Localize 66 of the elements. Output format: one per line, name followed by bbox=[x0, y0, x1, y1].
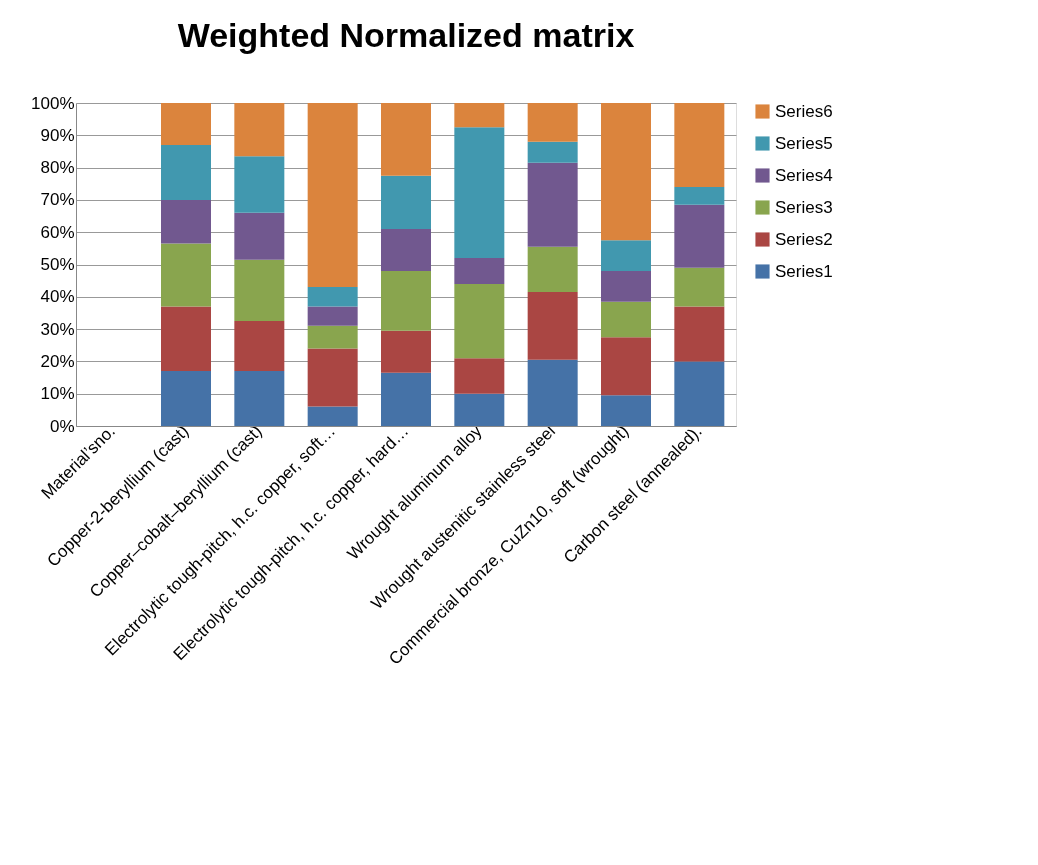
bar bbox=[454, 358, 505, 394]
y-tick-label: 80% bbox=[40, 158, 75, 178]
bar bbox=[381, 270, 431, 331]
legend-label: Series4 bbox=[775, 165, 833, 185]
legend-label: Series5 bbox=[775, 133, 833, 153]
y-tick-label: 30% bbox=[40, 319, 75, 339]
legend-label: Series6 bbox=[775, 101, 833, 121]
bar bbox=[601, 337, 651, 396]
y-tick-label: 40% bbox=[40, 287, 75, 307]
bar bbox=[234, 156, 285, 213]
bar bbox=[381, 228, 431, 271]
bar bbox=[307, 287, 358, 307]
bar bbox=[161, 371, 211, 426]
chart-title: Weighted Normalized matrix bbox=[177, 16, 635, 54]
legend-label: Series1 bbox=[775, 261, 833, 281]
bar bbox=[601, 301, 651, 338]
bar bbox=[307, 348, 358, 407]
y-tick-label: 50% bbox=[40, 255, 75, 274]
legend-label: Series2 bbox=[775, 229, 833, 249]
bar bbox=[161, 103, 211, 145]
bar bbox=[234, 103, 285, 157]
bar bbox=[454, 258, 505, 284]
bar bbox=[307, 406, 358, 426]
bar bbox=[161, 199, 211, 244]
y-tick-label: 10% bbox=[40, 384, 75, 404]
bar bbox=[674, 306, 725, 362]
bar bbox=[601, 270, 651, 302]
bar bbox=[674, 361, 725, 426]
bar bbox=[307, 325, 358, 349]
bar bbox=[601, 103, 651, 241]
bar bbox=[161, 243, 211, 307]
bar bbox=[307, 103, 358, 288]
bar bbox=[527, 162, 578, 247]
bar bbox=[454, 127, 505, 259]
bar bbox=[234, 212, 285, 260]
bar bbox=[234, 371, 285, 426]
bar bbox=[234, 321, 285, 372]
bar bbox=[674, 103, 725, 187]
bar bbox=[527, 291, 578, 360]
bar bbox=[674, 186, 725, 205]
bar bbox=[527, 141, 578, 163]
bar bbox=[381, 372, 431, 426]
bar bbox=[161, 144, 211, 200]
bar bbox=[381, 175, 431, 229]
bar bbox=[674, 204, 725, 268]
bar bbox=[307, 306, 358, 326]
bar bbox=[601, 240, 651, 271]
y-tick-label: 70% bbox=[40, 190, 75, 210]
y-tick-label: 20% bbox=[40, 351, 75, 371]
bar bbox=[674, 267, 725, 307]
y-tick-label: 100% bbox=[31, 93, 75, 113]
bar bbox=[161, 306, 211, 372]
y-tick-label: 90% bbox=[40, 125, 75, 145]
bar bbox=[454, 103, 505, 128]
bar bbox=[454, 283, 505, 359]
y-tick-label: 0% bbox=[49, 416, 75, 436]
y-tick-label: 60% bbox=[40, 222, 75, 242]
bar bbox=[381, 103, 431, 176]
bar bbox=[454, 393, 505, 426]
bar bbox=[601, 395, 651, 426]
bar bbox=[527, 103, 578, 142]
bar bbox=[234, 259, 285, 322]
legend-label: Series3 bbox=[775, 197, 833, 217]
bar bbox=[527, 359, 578, 426]
bar bbox=[381, 330, 431, 373]
bar bbox=[527, 246, 578, 292]
